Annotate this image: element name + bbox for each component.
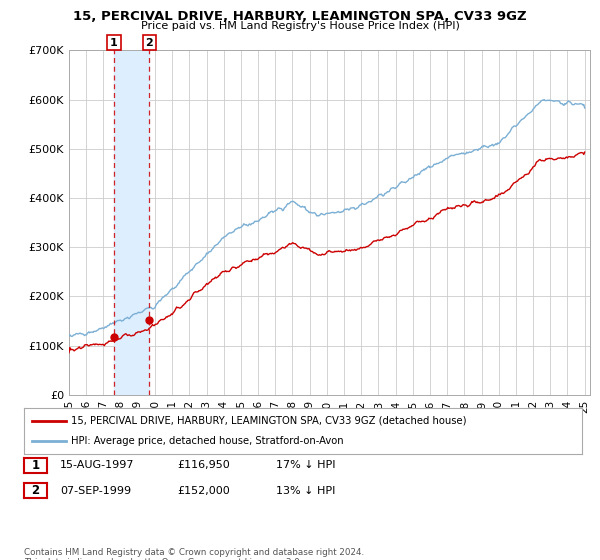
Text: 07-SEP-1999: 07-SEP-1999 <box>60 486 131 496</box>
Text: 15, PERCIVAL DRIVE, HARBURY, LEAMINGTON SPA, CV33 9GZ (detached house): 15, PERCIVAL DRIVE, HARBURY, LEAMINGTON … <box>71 416 467 426</box>
Text: 1: 1 <box>31 459 40 472</box>
Text: 15-AUG-1997: 15-AUG-1997 <box>60 460 134 470</box>
Text: 2: 2 <box>146 38 154 48</box>
Text: Price paid vs. HM Land Registry's House Price Index (HPI): Price paid vs. HM Land Registry's House … <box>140 21 460 31</box>
Text: £116,950: £116,950 <box>177 460 230 470</box>
Text: £152,000: £152,000 <box>177 486 230 496</box>
Bar <box>114 50 149 395</box>
Text: Contains HM Land Registry data © Crown copyright and database right 2024.
This d: Contains HM Land Registry data © Crown c… <box>24 548 364 560</box>
Text: 2: 2 <box>31 484 40 497</box>
Text: HPI: Average price, detached house, Stratford-on-Avon: HPI: Average price, detached house, Stra… <box>71 436 344 446</box>
Text: 17% ↓ HPI: 17% ↓ HPI <box>276 460 335 470</box>
Text: 15, PERCIVAL DRIVE, HARBURY, LEAMINGTON SPA, CV33 9GZ: 15, PERCIVAL DRIVE, HARBURY, LEAMINGTON … <box>73 10 527 23</box>
Text: 1: 1 <box>110 38 118 48</box>
Text: 13% ↓ HPI: 13% ↓ HPI <box>276 486 335 496</box>
